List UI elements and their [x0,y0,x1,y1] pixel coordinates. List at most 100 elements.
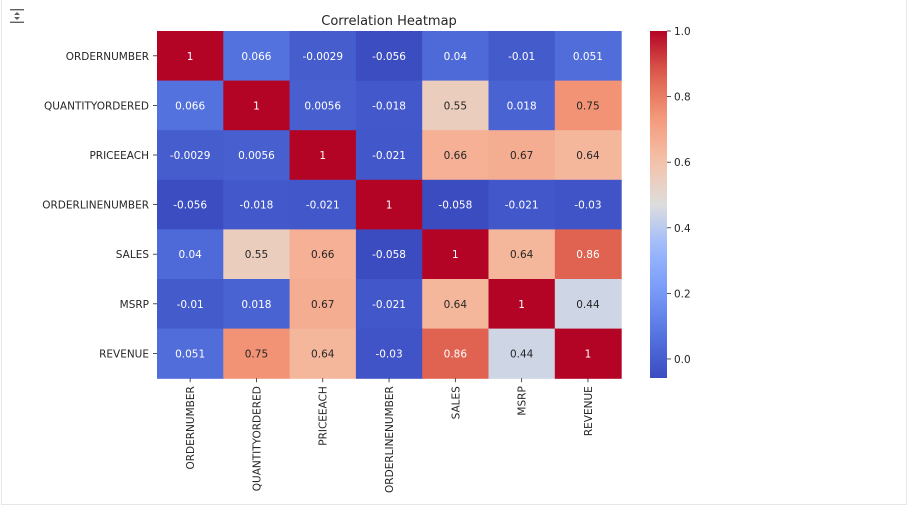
cell-annotation: -0.021 [372,299,406,311]
heatmap-cell [157,80,224,131]
cell-annotation: -0.03 [574,200,601,212]
cell-annotation: 0.44 [576,299,600,311]
cell-annotation: 1 [518,299,525,311]
heatmap-cell [223,130,291,181]
heatmap-cell [289,80,357,131]
cell-annotation: -0.056 [372,51,406,63]
colorbar-ticks: 0.0 0.2 0.4 0.6 0.8 1.0 [667,26,691,366]
heatmap-cell [157,31,224,82]
cell-annotation: 0.04 [444,51,468,63]
cell-annotation: 0.0056 [304,100,341,112]
cell-annotation: 0.66 [444,150,468,162]
cell-annotation: 0.066 [175,100,205,112]
cell-annotation: 0.86 [576,249,600,261]
heatmap-cell [289,229,357,280]
output-scroll-icon[interactable] [8,8,26,24]
heatmap-cell [488,80,556,131]
colorbar-tick-label: 0.2 [674,288,691,300]
heatmap-cell [488,328,556,379]
heatmap-cell [554,229,622,280]
chart-title: Correlation Heatmap [321,14,457,29]
cell-annotation: -0.021 [306,200,340,212]
heatmap-cell [223,80,291,131]
cell-annotation: 0.04 [178,249,202,261]
heatmap-cell [289,31,357,82]
row-tick-label: REVENUE [99,348,149,360]
cell-annotation: -0.01 [508,51,535,63]
heatmap-cell [422,31,490,82]
cell-annotation: 0.55 [245,249,268,261]
heatmap-cell [289,328,357,379]
heatmap-cell [422,130,490,181]
cell-annotation: 0.018 [507,100,537,112]
cell-annotation: 0.64 [444,299,468,311]
cell-annotation: -0.056 [173,200,207,212]
cell-annotation: 1 [253,100,260,112]
cell-annotation: 0.0056 [238,150,275,162]
heatmap-cell [488,31,556,82]
heatmap-cell [223,328,291,379]
heatmap-cell [223,179,291,230]
cell-annotation: -0.01 [177,299,204,311]
heatmap-cell [289,179,357,230]
heatmap-cell [355,179,423,230]
cell-annotation: 1 [187,51,194,63]
heatmap-cells: 1 0.066 -0.0029 -0.056 0.04 -0.01 0.051 0.066 1 0… [157,31,622,379]
heatmap-cell [554,130,622,181]
heatmap-cell [223,31,291,82]
heatmap-cell [289,130,357,181]
row-tick-label: ORDERLINENUMBER [42,200,149,212]
row-tick-label: ORDERNUMBER [66,51,149,63]
colorbar-tick-label: 0.0 [674,354,691,366]
cell-annotation: -0.018 [372,100,406,112]
cell-annotation: -0.0029 [302,51,343,63]
heatmap-cell [488,130,556,181]
heatmap-cell [422,279,490,330]
heatmap-cell [422,80,490,131]
heatmap-cell [223,229,291,280]
cell-annotation: 0.66 [311,249,335,261]
heatmap-cell [554,279,622,330]
row-tick-label: MSRP [120,299,149,311]
column-tick-label: ORDERLINENUMBER [384,386,396,493]
cell-annotation: 1 [585,348,592,360]
colorbar-tick-label: 0.8 [674,92,691,104]
cell-annotation: 1 [319,150,326,162]
cell-annotation: 0.86 [444,348,468,360]
row-tick-label: PRICEEACH [89,150,149,162]
column-tick-label: ORDERNUMBER [185,386,197,469]
heatmap-cell [157,229,224,280]
heatmap-cell [422,179,490,230]
heatmap-cell [355,229,423,280]
column-tick-label: REVENUE [583,386,595,436]
heatmap-cell [422,328,490,379]
colorbar-tick-label: 0.6 [674,157,691,169]
cell-annotation: 0.75 [245,348,268,360]
cell-annotation: -0.058 [372,249,406,261]
heatmap-cell [355,80,423,131]
cell-annotation: -0.058 [438,200,472,212]
heatmap-cell [157,328,224,379]
cell-annotation: -0.03 [375,348,402,360]
heatmap-cell [554,80,622,131]
heatmap-cell [554,179,622,230]
heatmap-cell [355,31,423,82]
cell-annotation: 0.051 [573,51,603,63]
colorbar [650,31,667,378]
cell-annotation: 0.051 [175,348,205,360]
heatmap-cell [157,130,224,181]
column-tick-label: QUANTITYORDERED [251,386,263,491]
cell-annotation: -0.0029 [170,150,211,162]
row-tick-label: SALES [116,249,150,261]
heatmap-cell [488,229,556,280]
cell-annotation: -0.018 [240,200,274,212]
cell-annotation: 0.64 [576,150,600,162]
cell-annotation: 0.55 [444,100,467,112]
heatmap-cell [488,179,556,230]
cell-annotation: 1 [452,249,459,261]
colorbar-tick-label: 0.4 [674,223,691,235]
column-tick-label: PRICEEACH [318,386,330,446]
cell-annotation: 0.018 [241,299,271,311]
